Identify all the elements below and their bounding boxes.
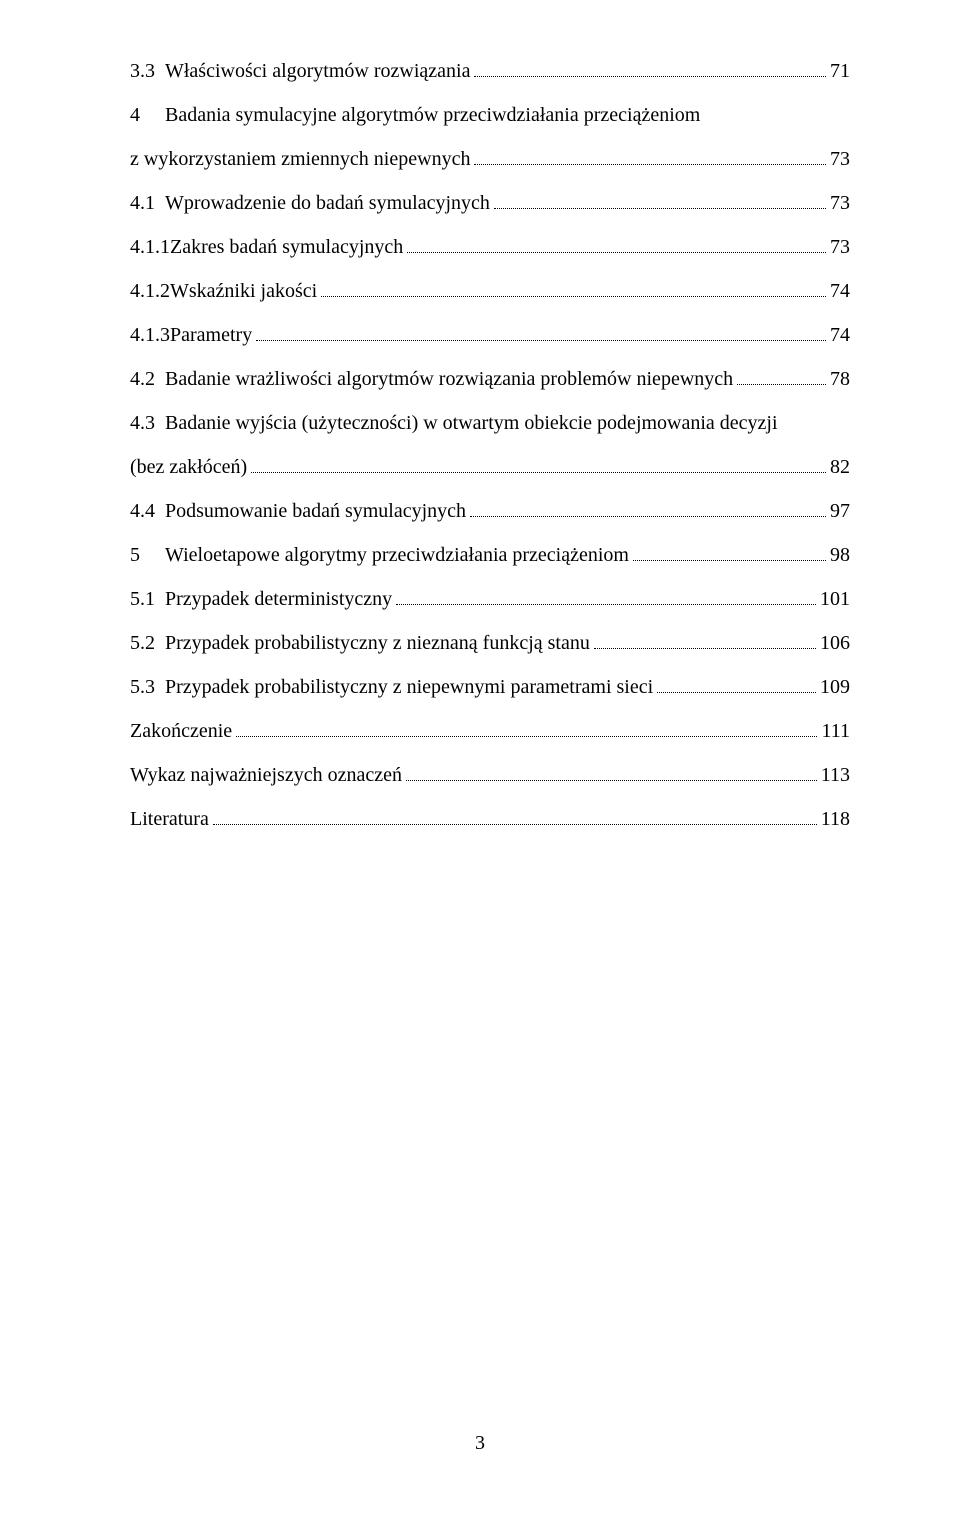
toc-entry-number: 4.1.1 (130, 231, 170, 264)
toc-entry: 5.2 Przypadek probabilistyczny z nieznan… (130, 627, 850, 660)
toc-leader-dots (236, 718, 817, 737)
toc-entry-page: 111 (821, 715, 850, 748)
toc-entry-title: z wykorzystaniem zmiennych niepewnych (130, 143, 470, 176)
toc-entry-title: Właściwości algorytmów rozwiązania (165, 55, 470, 88)
toc-entry-page: 101 (820, 583, 850, 616)
toc-entry-title: (bez zakłóceń) (130, 451, 247, 484)
toc-entry-page: 74 (830, 275, 850, 308)
toc-entry: 4.1.1Zakres badań symulacyjnych 73 (130, 231, 850, 264)
toc-entry-title: Wskaźniki jakości (170, 275, 317, 308)
toc-entry-title: Badania symulacyjne algorytmów przeciwdz… (165, 99, 700, 132)
toc-entry: Wykaz najważniejszych oznaczeń 113 (130, 759, 850, 792)
toc-leader-dots (633, 542, 826, 561)
toc-entry-page: 98 (830, 539, 850, 572)
toc-entry: 5 Wieloetapowe algorytmy przeciwdziałani… (130, 539, 850, 572)
toc-entry-page: 97 (830, 495, 850, 528)
toc-entry: z wykorzystaniem zmiennych niepewnych 73 (130, 143, 850, 176)
toc-entry-number: 4.1.3 (130, 319, 170, 352)
toc-leader-dots (494, 190, 826, 209)
toc-entry: 4 Badania symulacyjne algorytmów przeciw… (130, 99, 850, 132)
toc-leader-dots (657, 674, 816, 693)
table-of-contents: 3.3 Właściwości algorytmów rozwiązania 7… (130, 55, 850, 836)
toc-entry: 4.1.3Parametry 74 (130, 319, 850, 352)
toc-entry-title: Przypadek probabilistyczny z niepewnymi … (165, 671, 653, 704)
toc-entry-title: Wykaz najważniejszych oznaczeń (130, 759, 402, 792)
toc-entry: 4.1.2Wskaźniki jakości 74 (130, 275, 850, 308)
toc-entry-number: 5.1 (130, 583, 165, 616)
toc-entry-title: Zakres badań symulacyjnych (170, 231, 403, 264)
toc-entry-number: 4.1 (130, 187, 165, 220)
toc-entry-number: 4 (130, 99, 165, 132)
toc-entry-number: 3.3 (130, 55, 165, 88)
toc-entry-title: Parametry (170, 319, 252, 352)
page-number: 3 (0, 1432, 960, 1455)
toc-entry: 4.1 Wprowadzenie do badań symulacyjnych … (130, 187, 850, 220)
toc-leader-dots (396, 586, 816, 605)
toc-leader-dots (737, 366, 826, 385)
toc-entry-page: 106 (820, 627, 850, 660)
toc-entry: 4.3 Badanie wyjścia (użyteczności) w otw… (130, 407, 850, 440)
toc-entry-number: 5.3 (130, 671, 165, 704)
toc-entry-title: Przypadek deterministyczny (165, 583, 392, 616)
toc-entry-page: 78 (830, 363, 850, 396)
toc-entry-number: 5.2 (130, 627, 165, 660)
toc-leader-dots (321, 278, 826, 297)
toc-entry-number: 4.1.2 (130, 275, 170, 308)
toc-leader-dots (474, 146, 826, 165)
toc-entry-page: 73 (830, 231, 850, 264)
toc-entry: 3.3 Właściwości algorytmów rozwiązania 7… (130, 55, 850, 88)
toc-entry-title: Podsumowanie badań symulacyjnych (165, 495, 466, 528)
toc-leader-dots (213, 806, 817, 825)
toc-entry-title: Przypadek probabilistyczny z nieznaną fu… (165, 627, 590, 660)
toc-entry-page: 74 (830, 319, 850, 352)
toc-leader-dots (256, 322, 826, 341)
toc-entry: 4.4 Podsumowanie badań symulacyjnych 97 (130, 495, 850, 528)
toc-leader-dots (251, 454, 826, 473)
toc-entry: 5.1 Przypadek deterministyczny 101 (130, 583, 850, 616)
toc-leader-dots (406, 762, 817, 781)
toc-entry: Literatura 118 (130, 803, 850, 836)
toc-entry-title: Literatura (130, 803, 209, 836)
toc-entry-number: 4.3 (130, 407, 165, 440)
toc-entry-page: 73 (830, 143, 850, 176)
toc-entry-page: 71 (830, 55, 850, 88)
toc-entry-title: Wieloetapowe algorytmy przeciwdziałania … (165, 539, 629, 572)
toc-entry-page: 113 (821, 759, 850, 792)
toc-leader-dots (407, 234, 826, 253)
toc-entry-title: Wprowadzenie do badań symulacyjnych (165, 187, 490, 220)
toc-entry: Zakończenie 111 (130, 715, 850, 748)
document-page: 3.3 Właściwości algorytmów rozwiązania 7… (0, 0, 960, 1515)
toc-entry-page: 109 (820, 671, 850, 704)
toc-entry-number: 4.2 (130, 363, 165, 396)
toc-leader-dots (474, 58, 826, 77)
toc-entry-number: 5 (130, 539, 165, 572)
toc-entry-number: 4.4 (130, 495, 165, 528)
toc-entry-page: 82 (830, 451, 850, 484)
toc-entry-title: Badanie wrażliwości algorytmów rozwiązan… (165, 363, 733, 396)
toc-leader-dots (594, 630, 816, 649)
toc-entry: 4.2 Badanie wrażliwości algorytmów rozwi… (130, 363, 850, 396)
toc-leader-dots (470, 498, 826, 517)
toc-entry: 5.3 Przypadek probabilistyczny z niepewn… (130, 671, 850, 704)
toc-entry-title: Badanie wyjścia (użyteczności) w otwarty… (165, 407, 778, 440)
toc-entry: (bez zakłóceń) 82 (130, 451, 850, 484)
toc-entry-title: Zakończenie (130, 715, 232, 748)
toc-entry-page: 118 (821, 803, 850, 836)
toc-entry-page: 73 (830, 187, 850, 220)
